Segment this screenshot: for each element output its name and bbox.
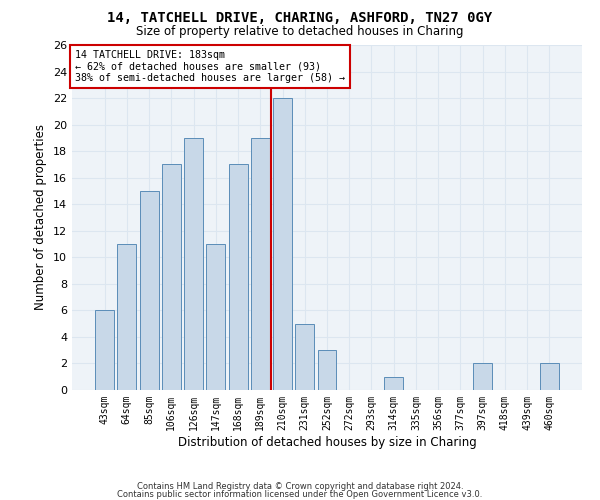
Bar — [295, 324, 314, 390]
Bar — [118, 244, 136, 390]
Bar — [540, 364, 559, 390]
Text: 14 TATCHELL DRIVE: 183sqm
← 62% of detached houses are smaller (93)
38% of semi-: 14 TATCHELL DRIVE: 183sqm ← 62% of detac… — [74, 50, 344, 84]
Bar — [384, 376, 403, 390]
Text: Contains public sector information licensed under the Open Government Licence v3: Contains public sector information licen… — [118, 490, 482, 499]
Bar — [184, 138, 203, 390]
Bar — [229, 164, 248, 390]
X-axis label: Distribution of detached houses by size in Charing: Distribution of detached houses by size … — [178, 436, 476, 448]
Text: Size of property relative to detached houses in Charing: Size of property relative to detached ho… — [136, 25, 464, 38]
Text: 14, TATCHELL DRIVE, CHARING, ASHFORD, TN27 0GY: 14, TATCHELL DRIVE, CHARING, ASHFORD, TN… — [107, 12, 493, 26]
Bar — [162, 164, 181, 390]
Y-axis label: Number of detached properties: Number of detached properties — [34, 124, 47, 310]
Bar — [273, 98, 292, 390]
Bar — [317, 350, 337, 390]
Bar — [473, 364, 492, 390]
Bar — [251, 138, 270, 390]
Bar — [206, 244, 225, 390]
Bar — [140, 191, 158, 390]
Bar — [95, 310, 114, 390]
Text: Contains HM Land Registry data © Crown copyright and database right 2024.: Contains HM Land Registry data © Crown c… — [137, 482, 463, 491]
